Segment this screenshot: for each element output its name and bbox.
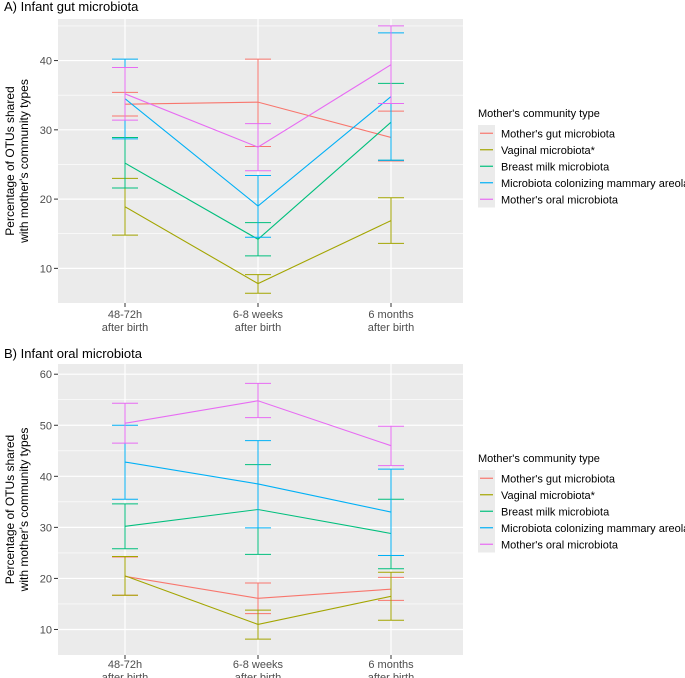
legend-label: Vaginal microbiota*	[501, 490, 596, 502]
legend-label: Breast milk microbiota	[501, 162, 610, 174]
series-2	[112, 555, 404, 640]
x-tick-label: 6 months	[368, 309, 414, 321]
series-line	[124, 575, 392, 599]
legend-title: Mother's community type	[478, 108, 600, 120]
legend-label: Mother's gut microbiota	[501, 129, 616, 141]
y-axis-label: Percentage of OTUs shared	[3, 86, 17, 235]
y-tick-label: 40	[40, 56, 52, 68]
y-tick-label: 20	[40, 573, 52, 585]
x-tick-label: 48-72h	[108, 659, 142, 671]
series-line	[124, 121, 392, 240]
x-tick-label: 6-8 weeks	[233, 659, 284, 671]
legend-label: Microbiota colonizing mammary areola	[501, 523, 685, 535]
x-tick-label: 48-72h	[108, 309, 142, 321]
legend: Mother's community type Mother's gut micr…	[478, 453, 685, 553]
y-axis-label: with mother's community types	[17, 79, 31, 244]
legend-label: Vaginal microbiota*	[501, 145, 596, 157]
legend-label: Microbiota colonizing mammary areola	[501, 178, 685, 190]
series-5	[112, 382, 404, 467]
y-tick-label: 30	[40, 125, 52, 137]
legend-title: Mother's community type	[478, 453, 600, 465]
x-tick-label: after birth	[368, 672, 414, 678]
series-line	[124, 461, 392, 513]
x-tick-label: 6-8 weeks	[233, 309, 284, 321]
series-line	[124, 400, 392, 447]
legend-label: Mother's gut microbiota	[501, 474, 616, 486]
x-tick-label: after birth	[235, 322, 281, 334]
x-tick-label: after birth	[368, 322, 414, 334]
legend-label: Mother's oral microbiota	[501, 195, 619, 207]
y-tick-label: 40	[40, 471, 52, 483]
series-line	[124, 575, 392, 625]
y-tick-label: 10	[40, 624, 52, 636]
x-tick-label: after birth	[235, 672, 281, 678]
x-tick-label: 6 months	[368, 659, 414, 671]
series-line	[124, 96, 392, 207]
y-tick-label: 20	[40, 194, 52, 206]
legend-label: Breast milk microbiota	[501, 507, 610, 519]
chart-title: A) Infant gut microbiota	[4, 0, 139, 14]
chart-title: B) Infant oral microbiota	[4, 346, 143, 361]
x-tick-label: after birth	[102, 322, 148, 334]
y-tick-label: 60	[40, 369, 52, 381]
series-line	[124, 64, 392, 148]
legend-label: Mother's oral microbiota	[501, 540, 619, 552]
series-5	[112, 25, 404, 172]
y-axis-label: with mother's community types	[17, 428, 31, 593]
y-tick-label: 30	[40, 522, 52, 534]
x-tick-label: after birth	[102, 672, 148, 678]
series-line	[124, 206, 392, 285]
y-tick-label: 10	[40, 263, 52, 275]
series-line	[124, 101, 392, 138]
y-tick-label: 50	[40, 420, 52, 432]
legend: Mother's community type Mother's gut micr…	[478, 108, 685, 208]
y-axis-label: Percentage of OTUs shared	[3, 435, 17, 584]
